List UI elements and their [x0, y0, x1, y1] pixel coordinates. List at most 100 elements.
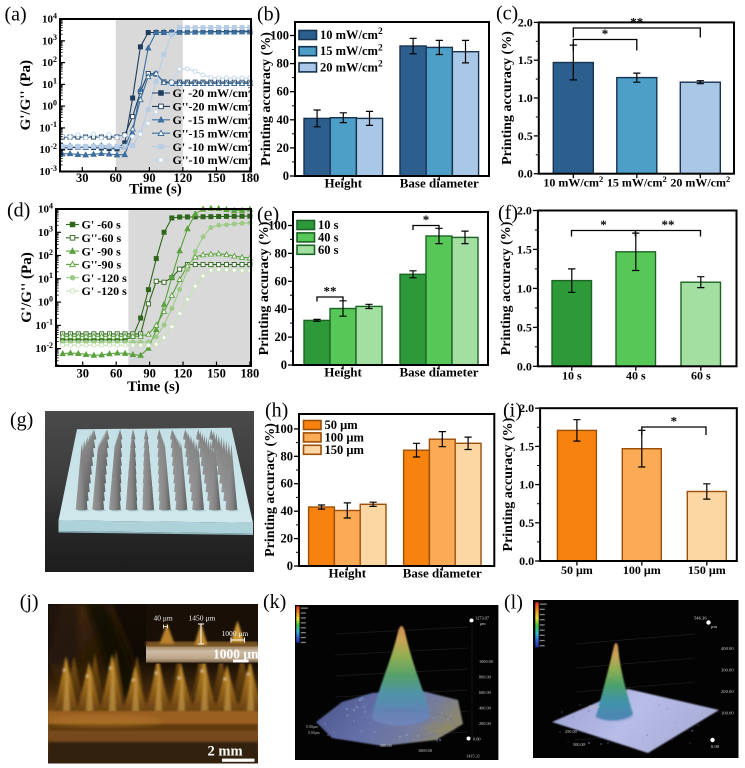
svg-text:G' -60 s: G' -60 s	[82, 218, 122, 232]
svg-text:100 μm: 100 μm	[623, 563, 661, 577]
svg-text:500.00: 500.00	[573, 742, 585, 747]
svg-text:1.0: 1.0	[517, 281, 532, 295]
svg-text:1435.31: 1435.31	[466, 754, 480, 759]
svg-text:Height: Height	[324, 365, 362, 380]
svg-text:20: 20	[277, 141, 290, 155]
svg-text:30: 30	[76, 171, 89, 185]
svg-text:**: **	[662, 217, 675, 232]
svg-text:0.0: 0.0	[518, 167, 533, 181]
svg-text:(c): (c)	[496, 3, 518, 25]
svg-text:Base diameter: Base diameter	[399, 365, 478, 380]
svg-text:400.00: 400.00	[479, 706, 491, 711]
svg-text:10-2: 10-2	[39, 142, 57, 156]
svg-text:60: 60	[275, 274, 288, 288]
svg-text:0.5: 0.5	[517, 320, 532, 334]
svg-text:**: **	[324, 284, 337, 299]
svg-text:100: 100	[38, 294, 53, 308]
svg-text:10 s: 10 s	[562, 368, 582, 382]
svg-text:(d): (d)	[7, 200, 30, 222]
svg-text:(b): (b)	[257, 4, 280, 26]
svg-text:1000 μm: 1000 μm	[213, 647, 263, 662]
svg-text:2.0: 2.0	[518, 15, 533, 29]
svg-text:0.5: 0.5	[519, 516, 534, 530]
svg-text:*: *	[671, 414, 678, 429]
svg-text:10-1: 10-1	[39, 120, 57, 134]
svg-text:101: 101	[42, 77, 57, 91]
svg-text:1.0: 1.0	[519, 478, 534, 492]
svg-text:0: 0	[287, 559, 293, 573]
svg-text:20: 20	[275, 330, 288, 344]
svg-text:20: 20	[281, 532, 294, 546]
svg-text:80: 80	[277, 57, 290, 71]
svg-text:103: 103	[38, 225, 53, 239]
svg-text:1.5: 1.5	[518, 53, 533, 67]
svg-text:Height: Height	[325, 176, 363, 191]
svg-text:60: 60	[277, 85, 290, 99]
svg-text:104: 104	[42, 11, 57, 25]
svg-text:(a): (a)	[5, 4, 27, 26]
svg-text:60: 60	[110, 171, 123, 185]
svg-text:80: 80	[281, 449, 294, 463]
svg-text:400.00: 400.00	[721, 646, 734, 651]
svg-text:Time (s): Time (s)	[127, 379, 180, 395]
svg-text:G' -120 s: G' -120 s	[82, 284, 128, 298]
svg-text:90: 90	[143, 171, 156, 185]
svg-text:100: 100	[270, 29, 289, 43]
svg-text:60: 60	[110, 367, 123, 381]
svg-text:100.00: 100.00	[721, 711, 734, 716]
svg-text:(j): (j)	[20, 591, 39, 613]
svg-text:40: 40	[281, 504, 294, 518]
svg-text:10-2: 10-2	[35, 341, 53, 355]
svg-text:1.5: 1.5	[517, 242, 532, 256]
svg-text:40: 40	[277, 113, 290, 127]
svg-text:G''-60 s: G''-60 s	[82, 231, 122, 245]
svg-text:100 μm: 100 μm	[325, 430, 365, 444]
svg-text:μm: μm	[711, 624, 717, 629]
svg-text:G' -10 mW/cm2: G' -10 mW/cm2	[173, 138, 253, 154]
svg-text:0.00μm: 0.00μm	[308, 731, 320, 735]
svg-text:40: 40	[275, 302, 288, 316]
svg-text:0.5: 0.5	[518, 129, 533, 143]
svg-text:Base diameter: Base diameter	[403, 566, 482, 581]
svg-text:40 s: 40 s	[318, 230, 339, 244]
svg-text:60 s: 60 s	[691, 368, 711, 382]
svg-text:2.0: 2.0	[519, 401, 534, 415]
svg-text:50 μm: 50 μm	[561, 563, 593, 577]
svg-text:60 s: 60 s	[318, 243, 339, 257]
svg-text:100: 100	[42, 98, 57, 112]
svg-text:300.00: 300.00	[721, 668, 734, 673]
svg-text:250.00: 250.00	[565, 729, 577, 734]
svg-text:200.00: 200.00	[721, 689, 734, 694]
svg-text:101: 101	[38, 271, 53, 285]
svg-text:20 mW/cm2: 20 mW/cm2	[320, 60, 383, 75]
svg-text:0.0: 0.0	[517, 359, 532, 373]
svg-text:20 mW/cm2: 20 mW/cm2	[670, 174, 730, 190]
svg-text:1.0: 1.0	[518, 91, 533, 105]
svg-text:1000 μm: 1000 μm	[222, 629, 249, 638]
svg-text:1273.07: 1273.07	[475, 616, 490, 621]
svg-text:40 μm: 40 μm	[154, 614, 173, 623]
svg-text:800.00: 800.00	[479, 675, 491, 680]
svg-text:G''-15 mW/cm2: G''-15 mW/cm2	[173, 125, 253, 141]
svg-text:Height: Height	[329, 566, 367, 581]
svg-text:15 mW/cm2: 15 mW/cm2	[607, 174, 667, 190]
svg-text:G'/G'' (Pa): G'/G'' (Pa)	[18, 60, 34, 130]
svg-text:30: 30	[76, 367, 89, 381]
svg-text:500.00: 500.00	[380, 743, 392, 748]
svg-text:Printing accuracy (%): Printing accuracy (%)	[263, 423, 278, 557]
svg-text:μm: μm	[480, 621, 486, 626]
svg-text:G' -120 s: G' -120 s	[82, 271, 128, 285]
svg-text:**: **	[630, 15, 643, 30]
svg-text:*: *	[423, 212, 430, 227]
svg-text:2 mm: 2 mm	[208, 744, 243, 760]
svg-text:(l): (l)	[504, 591, 523, 613]
svg-text:Printing accuracy (%): Printing accuracy (%)	[500, 31, 515, 165]
svg-text:G'/G'' (Pa): G'/G'' (Pa)	[19, 252, 35, 322]
svg-text:600.00: 600.00	[479, 690, 491, 695]
svg-text:1450 μm: 1450 μm	[189, 614, 216, 623]
svg-text:180: 180	[241, 171, 260, 185]
svg-text:50 μm: 50 μm	[325, 418, 359, 432]
svg-text:G' -15 mW/cm2: G' -15 mW/cm2	[173, 111, 253, 127]
svg-text:1000.00: 1000.00	[479, 659, 493, 664]
svg-text:104: 104	[38, 201, 53, 215]
